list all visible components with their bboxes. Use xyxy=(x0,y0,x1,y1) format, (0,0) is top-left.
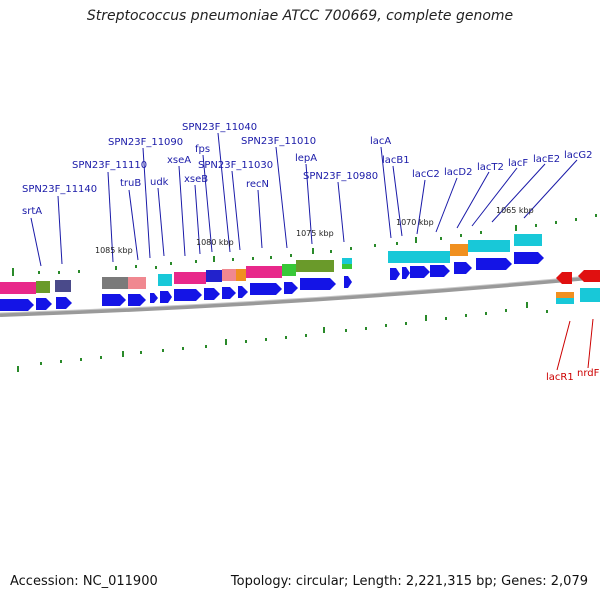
gene-label-srtA: srtA xyxy=(22,206,42,217)
gene-label-lacR1: lacR1 xyxy=(546,372,574,383)
gene-label-lacC2: lacC2 xyxy=(412,169,440,180)
tick-label-1075: 1075 kbp xyxy=(296,229,334,238)
gene-label-xseB: xseB xyxy=(184,174,208,185)
gene-label-recN: recN xyxy=(246,179,269,190)
feature-bars xyxy=(0,234,600,304)
genome-backbone xyxy=(0,275,600,317)
gene-label-fps: fps xyxy=(195,144,210,155)
accession-text: Accession: NC_011900 xyxy=(10,574,158,589)
gene-label-lacA: lacA xyxy=(370,136,391,147)
gene-label-spn23f-11040: SPN23F_11040 xyxy=(182,122,257,133)
gene-label-lacB1: lacB1 xyxy=(382,155,410,166)
gene-label-xseA: xseA xyxy=(167,155,191,166)
gc-skew-ticks-upper xyxy=(12,214,597,276)
gene-label-lacE2: lacE2 xyxy=(533,154,560,165)
tick-label-1070: 1070 kbp xyxy=(396,218,434,227)
tick-label-1065: 1065 kbp xyxy=(496,206,534,215)
gene-label-spn23f-11140: SPN23F_11140 xyxy=(22,184,97,195)
tick-label-1080: 1080 kbp xyxy=(196,238,234,247)
label-leader-lines-alt xyxy=(556,318,594,371)
cds-arrows xyxy=(0,252,544,311)
gene-label-lacG2: lacG2 xyxy=(564,150,593,161)
tick-label-1085: 1085 kbp xyxy=(95,246,133,255)
label-leader-lines xyxy=(30,132,578,267)
gene-label-lepA: lepA xyxy=(295,153,317,164)
genome-title: Streptococcus pneumoniae ATCC 700669, co… xyxy=(86,8,514,24)
gene-label-lacD2: lacD2 xyxy=(444,167,472,178)
gene-label-udk: udk xyxy=(150,177,169,188)
gene-label-truB: truB xyxy=(120,178,141,189)
cds-arrows-reverse xyxy=(556,270,600,284)
gene-label-spn23f-11110: SPN23F_11110 xyxy=(72,160,147,171)
gene-label-spn23f-11030: SPN23F_11030 xyxy=(198,160,273,171)
topology-text: Topology: circular; Length: 2,221,315 bp… xyxy=(230,574,588,589)
gene-label-spn23f-10980: SPN23F_10980 xyxy=(303,171,378,182)
gene-label-lacT2: lacT2 xyxy=(477,162,504,173)
gene-label-lacF: lacF xyxy=(508,158,528,169)
gene-label-nrdF: nrdF xyxy=(577,368,600,379)
gc-skew-ticks-lower xyxy=(17,302,548,372)
gene-label-spn23f-11090: SPN23F_11090 xyxy=(108,137,183,148)
gene-label-spn23f-11010: SPN23F_11010 xyxy=(241,136,316,147)
